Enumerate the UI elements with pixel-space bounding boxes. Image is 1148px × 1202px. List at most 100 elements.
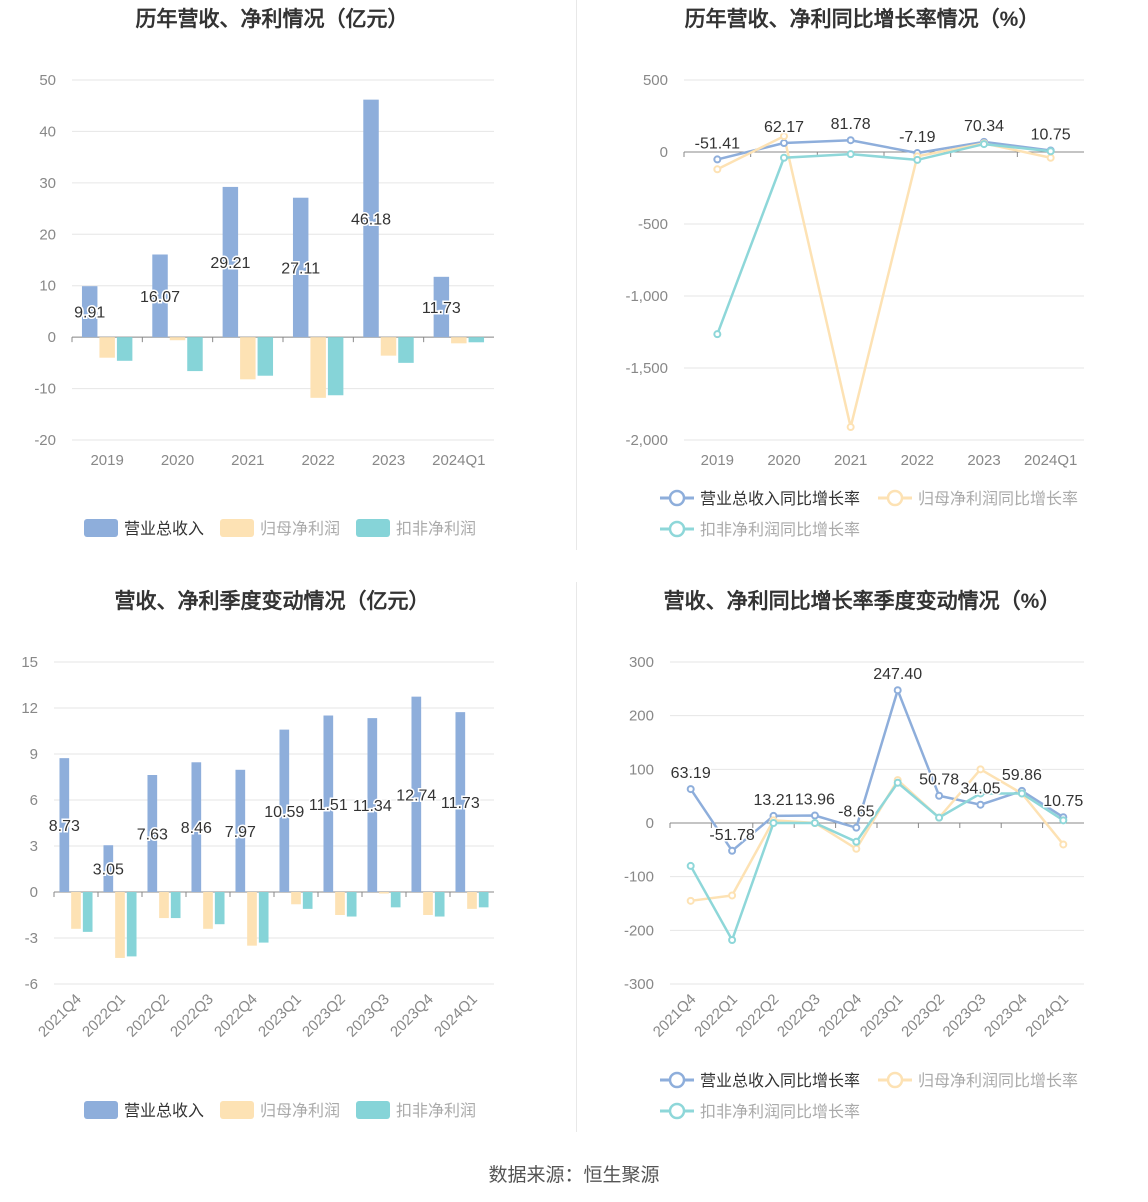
quarterly-growth-chart: 营收、净利同比增长率季度变动情况（%） 300 200 100 0 -100 -200 -30… xyxy=(624,589,1085,1121)
bar-revenue-2023q1 xyxy=(279,729,290,892)
point-net-profit-2021 xyxy=(846,423,855,432)
y-tick-label: 6 xyxy=(30,792,38,809)
data-label-growth: -7.19 xyxy=(899,129,936,146)
x-tick-label: 2024Q1 xyxy=(1024,452,1077,469)
point-net-profit-2019 xyxy=(713,165,722,174)
bar-deducted-profit-2020 xyxy=(187,337,203,372)
chart-title: 历年营收、净利情况（亿元） xyxy=(136,7,409,31)
point-net-profit-2022q4 xyxy=(852,844,861,853)
bar-revenue-2022q2 xyxy=(147,775,158,892)
bar-deducted-profit-2023q1 xyxy=(302,892,313,909)
data-label-revenue: 8.73 xyxy=(49,818,80,835)
bar-net-profit-2022q1 xyxy=(115,892,125,958)
y-tick-label: 0 xyxy=(48,329,56,346)
point-revenue-2021q4 xyxy=(686,785,695,794)
point-revenue-2023q1 xyxy=(893,686,902,695)
bar-revenue-2021q4 xyxy=(59,758,70,892)
y-tick-label: 100 xyxy=(629,761,654,778)
x-tick-label: 2022Q4 xyxy=(211,991,261,1041)
bar-deducted-profit-2022 xyxy=(327,337,344,396)
data-label-revenue: 3.05 xyxy=(93,862,124,879)
bar-deducted-profit-2022q4 xyxy=(258,892,269,943)
chart-title: 营收、净利同比增长率季度变动情况（%） xyxy=(664,589,1061,613)
bar-revenue-2022q3 xyxy=(191,762,202,892)
annual-growth-panel: 历年营收、净利同比增长率情况（%） 500 0 -500 -1,000 -1,500 -2,… xyxy=(574,0,1148,580)
bar-deducted-profit-2023q4 xyxy=(434,892,445,917)
y-tick-label: 0 xyxy=(660,144,668,161)
y-tick-label: 200 xyxy=(629,708,654,725)
legend-swatch-deducted-profit xyxy=(356,519,390,537)
data-label-revenue: 7.63 xyxy=(137,827,168,844)
bar-revenue-2023q3 xyxy=(367,718,378,892)
y-tick-label: -6 xyxy=(25,976,38,993)
series-line-deducted-profit xyxy=(716,142,1051,335)
point-net-profit-2024q1 xyxy=(1046,153,1055,162)
y-tick-label: -10 xyxy=(34,381,56,398)
y-tick-label: 12 xyxy=(21,700,38,717)
bar-revenue-2020 xyxy=(152,254,168,338)
legend-marker-net-profit xyxy=(886,489,904,507)
legend-label-net-profit: 归母净利润同比增长率 xyxy=(918,1072,1078,1090)
x-tick-label: 2023Q3 xyxy=(343,991,393,1041)
data-label-growth: 10.75 xyxy=(1031,126,1071,143)
y-tick-label: -2,000 xyxy=(625,432,668,449)
point-net-profit-2024q1 xyxy=(1059,840,1068,849)
annual-growth-chart: 历年营收、净利同比增长率情况（%） 500 0 -500 -1,000 -1,500 -2,… xyxy=(625,7,1084,539)
y-tick-label: -300 xyxy=(624,976,654,993)
y-tick-label: 50 xyxy=(39,72,56,89)
bar-deducted-profit-2022q2 xyxy=(170,892,181,919)
x-tick-label: 2022Q1 xyxy=(79,991,129,1041)
legend-marker-revenue xyxy=(668,489,686,507)
y-tick-label: 0 xyxy=(646,815,654,832)
data-label-revenue: 9.91 xyxy=(74,305,105,322)
point-deducted-profit-2023 xyxy=(980,140,988,149)
data-label-growth: 50.78 xyxy=(919,772,959,789)
bar-revenue-2022 xyxy=(292,197,309,338)
data-label-revenue: 12.74 xyxy=(396,787,436,804)
point-deducted-profit-2022q2 xyxy=(769,819,778,827)
x-tick-label: 2023Q2 xyxy=(299,991,349,1041)
data-label-revenue: 7.97 xyxy=(225,824,256,841)
bar-revenue-2024q1 xyxy=(433,276,450,338)
data-label-growth: 13.96 xyxy=(795,792,835,809)
point-net-profit-2022q1 xyxy=(728,891,737,900)
data-label-revenue: 46.18 xyxy=(351,211,391,228)
x-tick-label: 2022Q1 xyxy=(691,991,741,1041)
point-deducted-profit-2022q3 xyxy=(810,819,819,827)
series-line-revenue xyxy=(717,138,1051,161)
legend-swatch-deducted-profit xyxy=(356,1101,390,1119)
point-revenue-2020 xyxy=(780,139,788,148)
x-tick-label: 2022Q2 xyxy=(123,991,173,1041)
chart-title: 历年营收、净利同比增长率情况（%） xyxy=(685,7,1040,31)
x-tick-label: 2024Q1 xyxy=(1022,991,1072,1041)
y-tick-label: 15 xyxy=(21,654,38,671)
x-tick-label: 2023Q1 xyxy=(255,991,305,1041)
bar-deducted-profit-2024q1 xyxy=(478,892,489,908)
chart-title: 营收、净利季度变动情况（亿元） xyxy=(115,589,430,613)
legend-swatch-revenue xyxy=(84,519,118,537)
data-label-revenue: 11.73 xyxy=(441,795,480,812)
quarterly-revenue-profit-chart: 营收、净利季度变动情况（亿元）15129630-3-62021Q42022Q12… xyxy=(21,589,494,1120)
x-tick-label: 2021 xyxy=(231,452,264,469)
bar-deducted-profit-2021 xyxy=(257,337,274,376)
x-tick-label: 2021Q4 xyxy=(650,991,700,1041)
legend-label-revenue: 营业总收入 xyxy=(124,520,204,538)
legend-marker-revenue xyxy=(668,1071,686,1089)
divider-top xyxy=(576,0,577,550)
legend-marker-deducted-profit xyxy=(668,520,686,538)
legend-label-net-profit: 归母净利润同比增长率 xyxy=(918,490,1078,508)
bar-net-profit-2022q2 xyxy=(159,892,169,919)
point-deducted-profit-2023q1 xyxy=(893,778,902,787)
series-line-deducted-profit xyxy=(689,780,1064,944)
bar-net-profit-2021q4 xyxy=(71,892,81,929)
data-label-revenue: 10.59 xyxy=(264,804,304,821)
data-label-growth: 13.21 xyxy=(753,792,793,809)
y-tick-label: -20 xyxy=(34,432,56,449)
legend-label-deducted-profit: 扣非净利润 xyxy=(396,520,476,538)
bar-revenue-2021 xyxy=(222,186,239,338)
x-tick-label: 2024Q1 xyxy=(432,452,485,469)
bar-deducted-profit-2024q1 xyxy=(468,337,485,343)
legend-label-revenue: 营业总收入 xyxy=(124,1102,204,1120)
bar-revenue-2023 xyxy=(363,99,379,338)
point-revenue-2022q3 xyxy=(810,811,819,820)
